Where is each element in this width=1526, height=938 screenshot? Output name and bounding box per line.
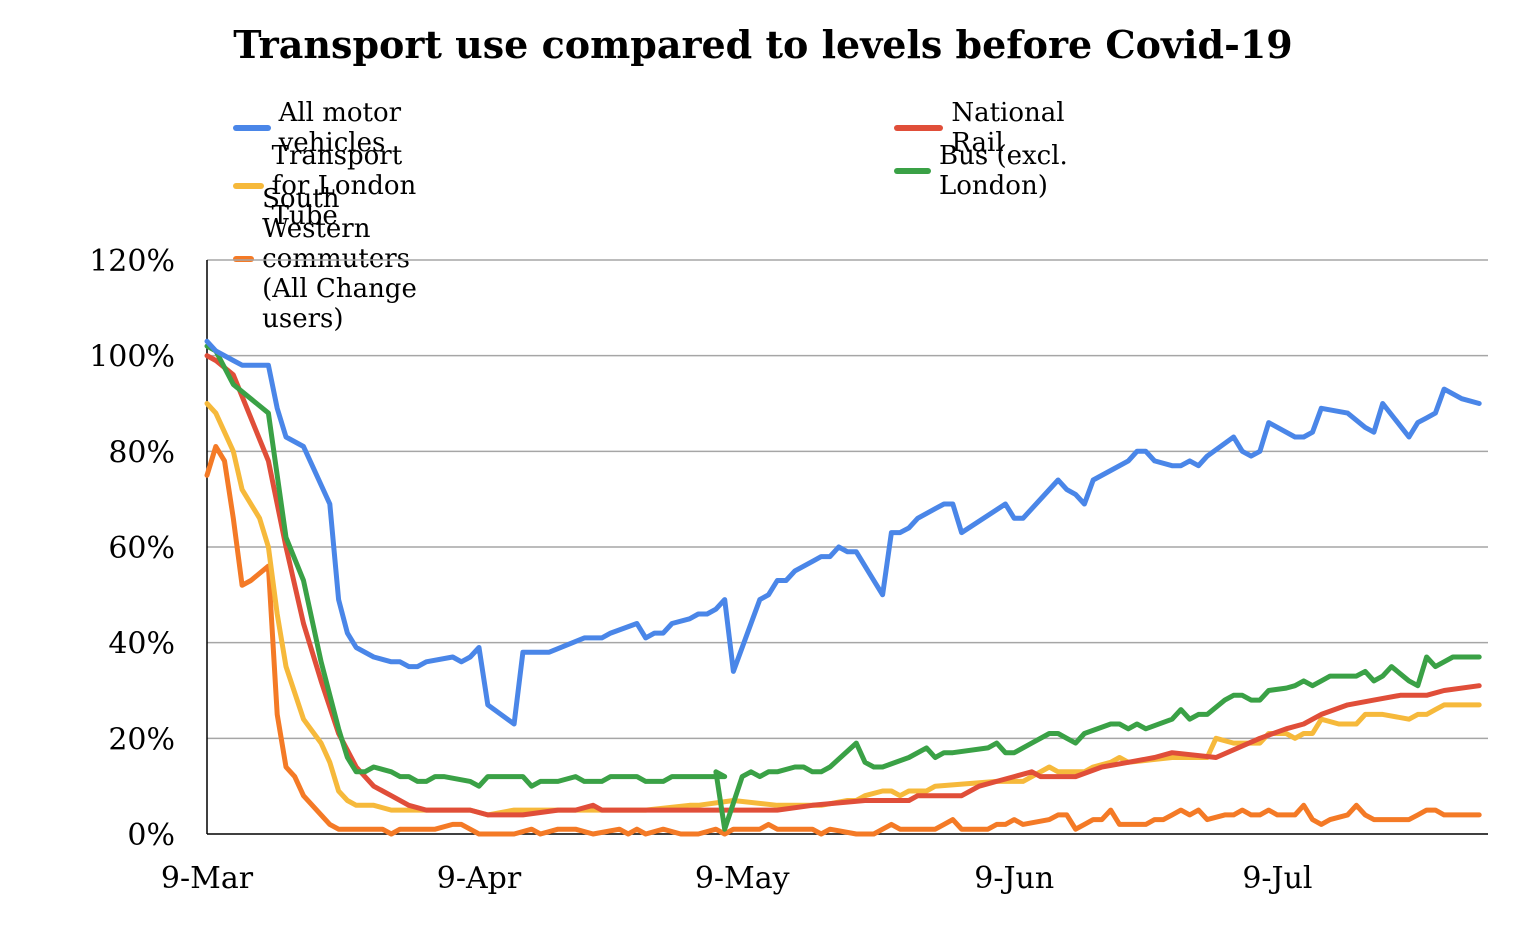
x-tick-label: 9-Apr: [437, 861, 522, 896]
legend-swatch: [894, 168, 931, 174]
legend-label: All motor vehicles: [278, 98, 402, 158]
legend-label: Transport for London Tube: [271, 141, 417, 231]
gridlines: [207, 259, 1488, 740]
legend-item-tfl-tube: Transport for London Tube: [233, 141, 438, 231]
series-line-all-motor-vehicles: [204, 338, 1482, 727]
y-tick-label: 120%: [89, 244, 175, 279]
legend-swatch: [894, 125, 944, 131]
series-line-south-western-commuters-all-change-users: [204, 444, 1482, 837]
legend-item-all-motor-vehicles: All motor vehicles: [233, 98, 414, 158]
y-tick-label: 80%: [108, 435, 175, 470]
y-tick-label: 100%: [89, 340, 175, 375]
series-line-bus-excl-london: [204, 343, 1482, 832]
y-tick-label: 20%: [108, 722, 175, 757]
x-tick-label: 9-Jun: [974, 861, 1054, 896]
y-axis-ticks: 0% 20% 40% 60% 80% 100% 120%: [89, 244, 175, 853]
x-tick-label: 9-Jul: [1242, 861, 1312, 896]
legend-label: National Rail: [951, 98, 1065, 158]
y-tick-label: 40%: [108, 627, 175, 662]
series-line-national-rail: [204, 353, 1482, 818]
y-tick-label: 0%: [127, 818, 175, 853]
legend-label: Bus (excl. London): [939, 141, 1068, 201]
x-tick-label: 9-May: [695, 861, 790, 896]
x-axis-ticks: 9-Mar 9-Apr 9-May 9-Jun 9-Jul: [161, 861, 1313, 896]
legend-swatch: [233, 183, 264, 189]
legend-item-south-western: South Western commuters (All Change user…: [233, 184, 455, 334]
x-tick-label: 9-Mar: [161, 861, 254, 896]
y-tick-label: 60%: [108, 531, 175, 566]
legend-swatch: [233, 125, 271, 131]
legend-label: South Western commuters (All Change user…: [262, 184, 417, 334]
chart-title: Transport use compared to levels before …: [233, 22, 1293, 67]
legend-item-national-rail: National Rail: [894, 98, 1081, 158]
legend-item-bus: Bus (excl. London): [894, 141, 1077, 201]
series-lines: [204, 338, 1482, 837]
series-line-transport-for-london-tube: [204, 401, 1482, 818]
legend-swatch: [233, 256, 255, 262]
